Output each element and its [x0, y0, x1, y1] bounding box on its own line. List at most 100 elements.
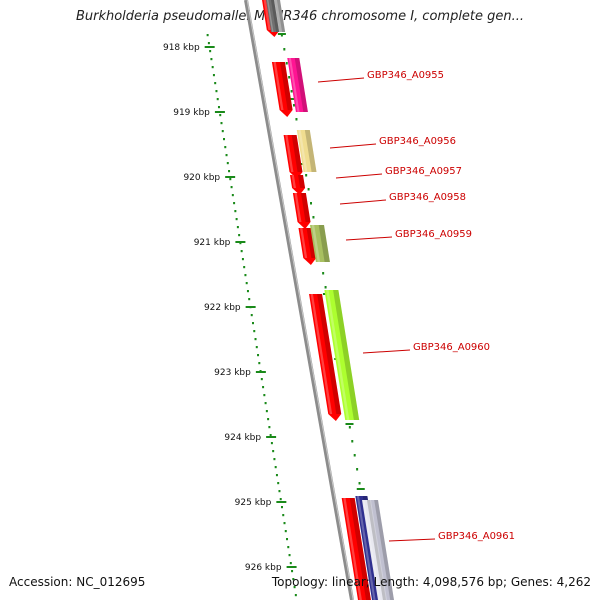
cds-feature-shade: [317, 294, 342, 414]
track-dot: [310, 202, 313, 205]
cds-feature[interactable]: [290, 175, 306, 195]
scale-dot: [217, 106, 220, 109]
track-dot: [324, 286, 327, 289]
track-dot: [351, 440, 354, 443]
scale-dot: [207, 42, 210, 45]
feature-tracks: [262, 0, 394, 600]
scale-tick-label: 918 kbp: [163, 43, 200, 53]
cds-feature-body[interactable]: [271, 62, 293, 117]
cds-feature-shade: [349, 498, 371, 600]
gene-label-gbp346_a0958[interactable]: GBP346_A0958: [389, 192, 466, 203]
scale-tick-label: 922 kbp: [204, 303, 241, 313]
track-dot: [348, 426, 351, 429]
scale-dot: [230, 186, 233, 189]
gene-feature-shade: [304, 130, 317, 172]
gene-feature-gbp346_a0959[interactable]: [310, 225, 330, 262]
scale-dot: [270, 442, 273, 445]
gene-feature-body[interactable]: [324, 290, 360, 420]
feature-white-body[interactable]: [362, 500, 386, 600]
scale-dot: [246, 290, 249, 293]
scale-dot: [273, 458, 276, 461]
cds-feature-shade: [300, 193, 311, 222]
cds-feature[interactable]: [271, 62, 293, 117]
feature-dark[interactable]: [266, 0, 280, 32]
gene-label-gbp346_a0960[interactable]: GBP346_A0960: [413, 342, 490, 353]
cds-feature-gloss: [343, 498, 362, 600]
gene-label-gbp346_a0957[interactable]: GBP346_A0957: [385, 166, 462, 177]
scale-dot: [265, 410, 268, 413]
gene-label-gbp346_a0955[interactable]: GBP346_A0955: [367, 70, 444, 81]
scale-dot: [223, 138, 226, 141]
feature-dark-body[interactable]: [266, 0, 280, 32]
scale-dot: [283, 522, 286, 525]
gene-feature-gbp346_a0960[interactable]: [324, 290, 360, 420]
scale-tick-label: 926 kbp: [245, 563, 282, 573]
scale-tick-label: 921 kbp: [194, 238, 231, 248]
feature-dark-gloss: [266, 0, 274, 32]
gene-label-gbp346_a0956[interactable]: GBP346_A0956: [379, 136, 456, 147]
gene-leader-line: [339, 199, 387, 205]
scale-dot: [275, 474, 278, 477]
scale-dot: [234, 210, 237, 213]
cds-feature-body[interactable]: [283, 135, 303, 179]
cds-feature-shade: [298, 175, 306, 188]
gene-feature-shade: [333, 290, 360, 420]
track-dot: [293, 104, 296, 107]
scale-dot: [267, 418, 270, 421]
scale-dot: [288, 554, 291, 557]
gene-label-gbp346_a0961[interactable]: GBP346_A0961: [438, 531, 515, 542]
scale-dot: [210, 58, 213, 61]
scale-dot: [209, 50, 212, 53]
scale-dot: [215, 90, 218, 93]
feature-white[interactable]: [362, 500, 386, 600]
cds-feature-body[interactable]: [309, 294, 342, 421]
gene-feature-body[interactable]: [287, 58, 308, 112]
scale-dot: [254, 338, 257, 341]
scale-dot: [263, 394, 266, 397]
gene-leader-line: [388, 538, 436, 542]
feature-dark-shade: [270, 0, 280, 32]
gene-leader-line: [317, 77, 365, 83]
cds-feature[interactable]: [292, 193, 311, 229]
scale-dot: [282, 514, 285, 517]
scale-dot: [243, 266, 246, 269]
scale-dot: [214, 82, 217, 85]
scale-dot: [238, 234, 241, 237]
cds-feature[interactable]: [341, 498, 371, 600]
scale-dot: [229, 178, 232, 181]
track-dot: [280, 34, 283, 37]
scale-dot: [221, 130, 224, 133]
scale-dot: [253, 330, 256, 333]
track-dot: [305, 174, 308, 177]
cds-feature-body[interactable]: [341, 498, 371, 600]
cds-feature-body[interactable]: [290, 175, 306, 195]
gene-feature-body[interactable]: [310, 225, 330, 262]
scale-dot: [291, 570, 294, 573]
feature-grey-body[interactable]: [368, 500, 394, 600]
track-dot: [283, 48, 286, 51]
cds-feature[interactable]: [309, 294, 342, 421]
scale-dot: [280, 506, 283, 509]
scale-dot: [294, 594, 297, 597]
track-dot: [307, 188, 310, 191]
scale-dot: [233, 202, 236, 205]
scale-dot: [279, 498, 282, 501]
scale-dot: [239, 242, 242, 245]
scale-dot: [228, 170, 231, 173]
gene-feature-shade: [294, 58, 308, 112]
gene-feature-gbp346_a0956[interactable]: [296, 130, 317, 172]
scale-dot: [250, 314, 253, 317]
cds-feature[interactable]: [298, 228, 317, 265]
cds-feature-body[interactable]: [292, 193, 311, 229]
feature-grey-shade: [276, 0, 286, 32]
cds-feature[interactable]: [283, 135, 303, 179]
gene-label-gbp346_a0959[interactable]: GBP346_A0959: [395, 229, 472, 240]
gene-feature-body[interactable]: [296, 130, 317, 172]
gene-feature-gloss: [311, 225, 321, 262]
gene-labels: GBP346_A0955 GBP346_A0956 GBP346_A0957 GBP3…: [317, 70, 515, 542]
gene-feature-gbp346_a0955[interactable]: [287, 58, 308, 112]
track-dot: [290, 90, 293, 93]
cds-feature-body[interactable]: [298, 228, 317, 265]
scale-dot: [292, 578, 295, 581]
gene-feature-gloss: [356, 496, 376, 600]
